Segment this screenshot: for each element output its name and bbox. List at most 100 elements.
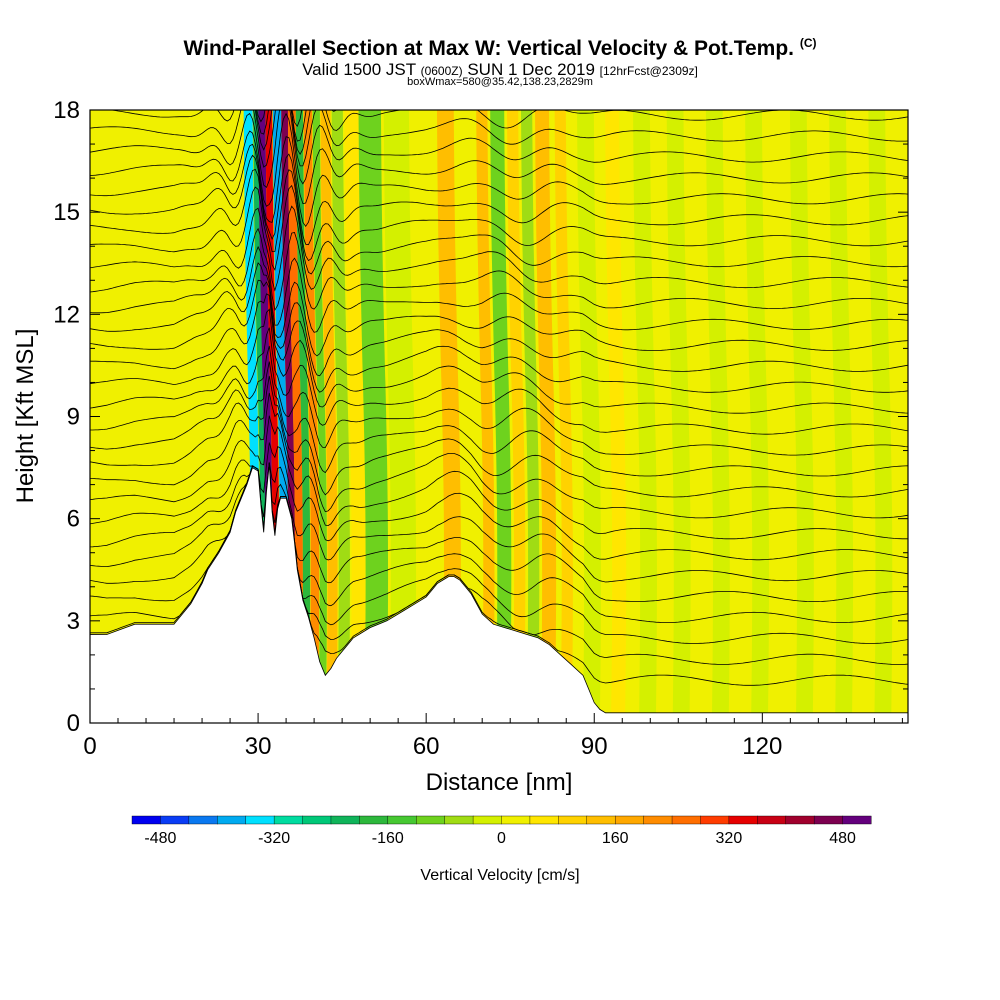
valid-time-line: Valid 1500 JST (0600Z) SUN 1 Dec 2019 [1…	[0, 60, 1000, 80]
colorbar-swatch	[785, 815, 815, 825]
isentrope-line	[90, 375, 908, 498]
y-tick-label: 18	[53, 97, 80, 124]
isentrope-line	[90, 462, 908, 583]
isentrope-line	[90, 245, 908, 333]
colorbar-swatch	[273, 815, 304, 825]
colorbar-swatch	[558, 815, 588, 825]
x-tick-label: 120	[742, 733, 782, 760]
chart-title-text: Wind-Parallel Section at Max W: Vertical…	[183, 37, 794, 60]
colorbar-swatch	[416, 815, 446, 825]
colorbar-swatch	[757, 815, 787, 825]
colorbar-swatch	[614, 815, 645, 825]
colorbar-label: Vertical Velocity [cm/s]	[420, 867, 579, 884]
x-axis-label: Distance [nm]	[426, 769, 573, 796]
isentrope-line	[90, 415, 908, 540]
forecast-info: [12hrFcst@2309z]	[599, 64, 698, 78]
isentrope-line	[90, 361, 908, 477]
valid-utc: (0600Z)	[420, 64, 463, 78]
plot-area	[90, 110, 908, 723]
x-tick-label: 0	[83, 733, 96, 760]
isentrope-line	[90, 184, 908, 275]
velocity-band	[303, 110, 320, 723]
isentrope-line	[90, 262, 908, 357]
isentrope-line	[90, 293, 908, 393]
isentrope-line	[108, 110, 908, 156]
isentrope-line	[90, 168, 908, 262]
colorbar-tick-label: 480	[829, 830, 856, 847]
colorbar-swatch	[302, 815, 332, 825]
x-tick-label: 60	[413, 733, 440, 760]
isentrope-line	[90, 227, 908, 311]
colorbar-swatch	[728, 815, 758, 825]
isentrope-line	[90, 392, 908, 519]
velocity-band	[295, 110, 311, 723]
velocity-band	[789, 110, 814, 723]
velocity-band	[358, 110, 389, 723]
valid-time: Valid 1500 JST	[302, 60, 416, 79]
colorbar-swatch	[586, 815, 616, 825]
isentrope-line	[90, 205, 908, 292]
velocity-band	[868, 110, 893, 723]
isentrope-line	[90, 308, 908, 414]
velocity-band	[535, 110, 557, 723]
velocity-band	[829, 110, 854, 723]
velocity-band	[605, 110, 627, 723]
velocity-band	[507, 110, 526, 723]
colorbar-swatch	[444, 815, 474, 825]
isentrope-line	[90, 442, 908, 561]
x-tick-label: 90	[581, 733, 608, 760]
y-tick-label: 6	[67, 506, 80, 533]
colorbar-swatch	[813, 815, 844, 825]
y-tick-label: 15	[53, 199, 80, 226]
velocity-band	[633, 110, 657, 723]
colorbar-swatch	[700, 815, 730, 825]
velocity-band	[436, 110, 461, 723]
isentrope-line	[90, 279, 908, 377]
potential-temperature-contours	[90, 110, 908, 686]
isentrope-line	[90, 136, 908, 228]
colorbar-swatch	[330, 815, 360, 825]
velocity-field	[243, 110, 893, 723]
colorbar-tick-label: 0	[497, 830, 506, 847]
y-tick-label: 3	[67, 608, 80, 635]
isentrope-line	[90, 327, 908, 435]
x-axis: 0 30 60 90 120	[83, 713, 903, 760]
velocity-band	[554, 110, 573, 723]
isentrope-line	[90, 462, 908, 602]
colorbar-swatch	[131, 815, 161, 825]
isentrope-line	[90, 462, 908, 623]
x-tick-label: 30	[245, 733, 272, 760]
velocity-band	[577, 110, 601, 723]
isentrope-line	[90, 110, 908, 168]
y-tick-label: 0	[67, 710, 80, 737]
isentrope-line	[90, 112, 908, 207]
velocity-band	[490, 110, 512, 723]
colorbar-tick-label: 320	[716, 830, 743, 847]
colorbar-swatch	[529, 815, 559, 825]
colorbar-swatch	[245, 815, 275, 825]
colorbar-swatch	[160, 815, 190, 825]
velocity-band	[705, 110, 730, 723]
terrain-mask	[90, 464, 908, 723]
colorbar-tick-label: -320	[258, 830, 290, 847]
colorbar-swatch	[501, 815, 531, 825]
valid-date: SUN 1 Dec 2019	[467, 60, 595, 79]
velocity-band	[383, 110, 417, 723]
isentrope-line	[90, 110, 908, 189]
isentrope-line	[90, 462, 908, 644]
colorbar-swatch	[387, 815, 417, 825]
velocity-band	[344, 110, 366, 723]
chart-title: Wind-Parallel Section at Max W: Vertical…	[0, 36, 1000, 61]
velocity-band	[476, 110, 495, 723]
colorbar-swatch	[217, 815, 247, 825]
box-info: boxWmax=580@35.42,138.23,2829m	[407, 76, 593, 88]
colorbar-tick-label: 160	[602, 830, 629, 847]
colorbar: -480 -320 -160 0 160 320 480	[131, 815, 872, 847]
velocity-band	[331, 110, 350, 723]
y-tick-label: 12	[53, 301, 80, 328]
colorbar-swatch	[671, 815, 701, 825]
colorbar-swatch	[359, 815, 389, 825]
colorbar-tick-label: -160	[372, 830, 404, 847]
copyright-mark: (C)	[799, 36, 817, 50]
